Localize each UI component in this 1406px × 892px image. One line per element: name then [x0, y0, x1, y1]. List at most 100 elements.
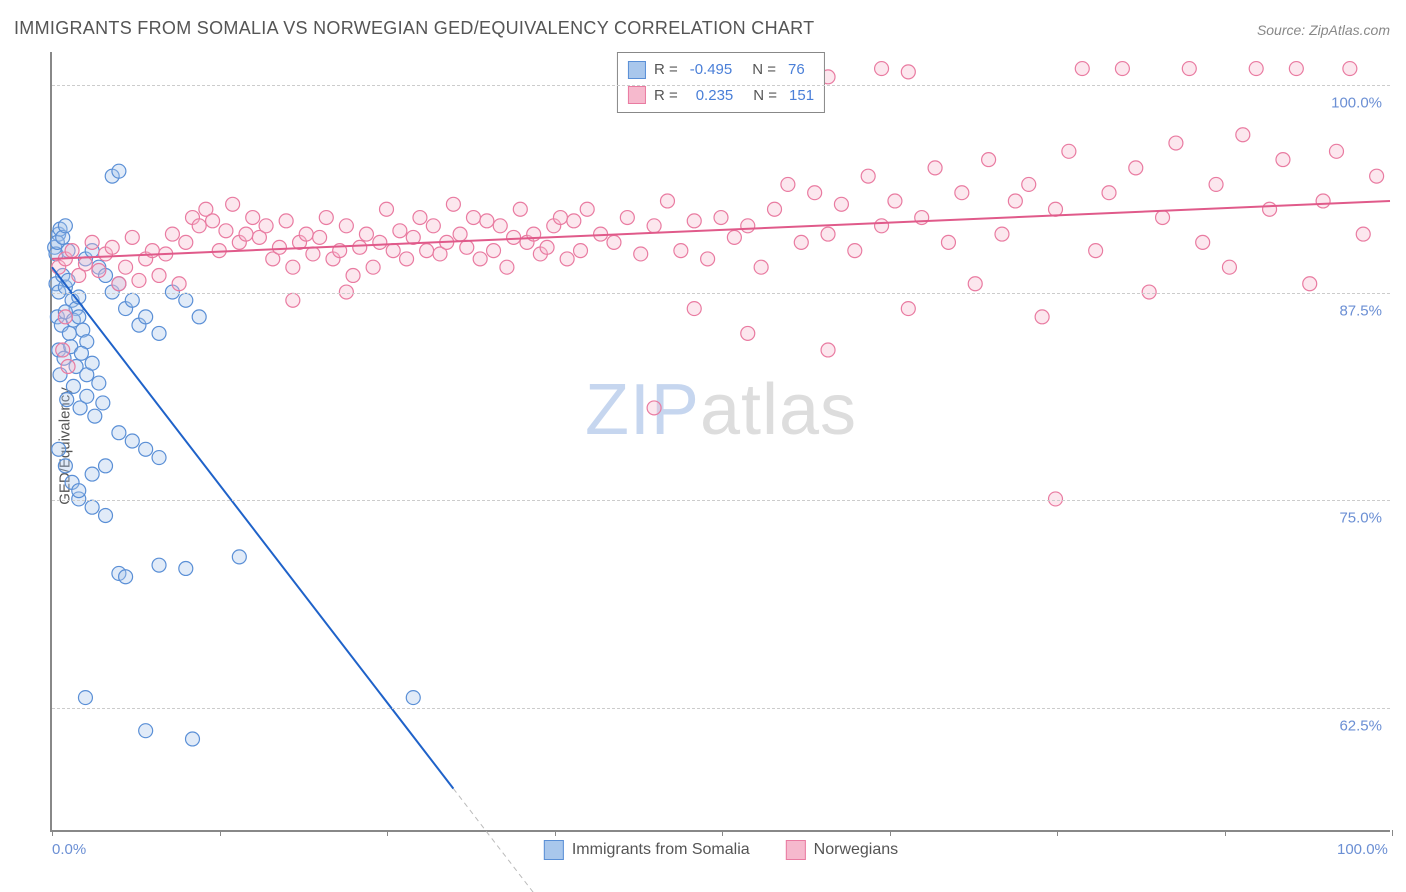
scatter-point-norwegians: [1236, 128, 1250, 142]
xtick-mark: [1057, 830, 1058, 836]
scatter-point-norwegians: [941, 235, 955, 249]
scatter-point-norwegians: [493, 219, 507, 233]
gridline: [52, 293, 1390, 294]
scatter-point-norwegians: [560, 252, 574, 266]
scatter-point-norwegians: [105, 240, 119, 254]
scatter-point-norwegians: [119, 260, 133, 274]
scatter-point-norwegians: [875, 219, 889, 233]
swatch-norwegians: [628, 86, 646, 104]
scatter-point-norwegians: [1062, 144, 1076, 158]
ytick-label: 62.5%: [1339, 717, 1382, 734]
scatter-point-somalia: [85, 356, 99, 370]
scatter-point-norwegians: [219, 224, 233, 238]
scatter-point-somalia: [52, 442, 66, 456]
stats-n-label: N =: [752, 57, 776, 83]
scatter-point-norwegians: [453, 227, 467, 241]
scatter-point-norwegians: [901, 302, 915, 316]
ytick-label: 87.5%: [1339, 302, 1382, 319]
scatter-point-norwegians: [982, 153, 996, 167]
scatter-point-somalia: [99, 509, 113, 523]
scatter-point-norwegians: [674, 244, 688, 258]
scatter-point-somalia: [74, 346, 88, 360]
scatter-point-norwegians: [781, 177, 795, 191]
scatter-point-norwegians: [61, 360, 75, 374]
scatter-point-norwegians: [754, 260, 768, 274]
scatter-point-somalia: [96, 396, 110, 410]
scatter-point-norwegians: [1249, 62, 1263, 76]
scatter-point-norwegians: [1276, 153, 1290, 167]
xtick-mark: [1392, 830, 1393, 836]
scatter-point-norwegians: [1089, 244, 1103, 258]
scatter-point-norwegians: [246, 211, 260, 225]
scatter-point-somalia: [179, 293, 193, 307]
scatter-point-norwegians: [834, 197, 848, 211]
scatter-point-norwegians: [420, 244, 434, 258]
scatter-point-norwegians: [714, 211, 728, 225]
xtick-mark: [387, 830, 388, 836]
scatter-point-norwegians: [487, 244, 501, 258]
scatter-point-norwegians: [928, 161, 942, 175]
scatter-point-somalia: [58, 459, 72, 473]
scatter-point-norwegians: [875, 62, 889, 76]
scatter-point-norwegians: [259, 219, 273, 233]
scatter-point-somalia: [85, 467, 99, 481]
scatter-point-somalia: [179, 561, 193, 575]
scatter-point-norwegians: [112, 277, 126, 291]
scatter-point-somalia: [186, 732, 200, 746]
legend-item-somalia: Immigrants from Somalia: [544, 840, 750, 860]
scatter-point-norwegians: [1156, 211, 1170, 225]
scatter-point-somalia: [406, 691, 420, 705]
ytick-label: 75.0%: [1339, 510, 1382, 527]
scatter-point-somalia: [139, 724, 153, 738]
scatter-point-norwegians: [386, 244, 400, 258]
scatter-point-norwegians: [380, 202, 394, 216]
scatter-point-norwegians: [808, 186, 822, 200]
scatter-point-norwegians: [727, 230, 741, 244]
scatter-point-norwegians: [339, 219, 353, 233]
xtick-mark: [1225, 830, 1226, 836]
stats-row-somalia: R = -0.495 N = 76: [628, 57, 814, 83]
scatter-point-norwegians: [65, 244, 79, 258]
scatter-point-norwegians: [861, 169, 875, 183]
scatter-point-norwegians: [567, 214, 581, 228]
scatter-point-norwegians: [58, 310, 72, 324]
scatter-point-norwegians: [413, 211, 427, 225]
scatter-point-norwegians: [346, 268, 360, 282]
scatter-point-norwegians: [466, 211, 480, 225]
scatter-point-somalia: [85, 500, 99, 514]
scatter-point-norwegians: [446, 197, 460, 211]
scatter-point-somalia: [112, 164, 126, 178]
scatter-point-norwegians: [286, 293, 300, 307]
scatter-point-somalia: [139, 310, 153, 324]
scatter-point-norwegians: [794, 235, 808, 249]
scatter-point-norwegians: [1196, 235, 1210, 249]
scatter-point-norwegians: [634, 247, 648, 261]
scatter-point-norwegians: [1356, 227, 1370, 241]
scatter-point-somalia: [66, 379, 80, 393]
scatter-point-norwegians: [56, 343, 70, 357]
scatter-point-norwegians: [286, 260, 300, 274]
scatter-point-norwegians: [1209, 177, 1223, 191]
xtick-label: 100.0%: [1337, 841, 1388, 858]
xtick-label: 0.0%: [52, 841, 86, 858]
scatter-point-norwegians: [1343, 62, 1357, 76]
scatter-point-norwegians: [393, 224, 407, 238]
stats-r-norwegians: 0.235: [696, 83, 734, 109]
plot-area: ZIPatlas R = -0.495 N = 76 R = 0.235 N =…: [50, 52, 1390, 832]
scatter-point-norwegians: [1182, 62, 1196, 76]
scatter-point-norwegians: [299, 227, 313, 241]
stats-n-norwegians: 151: [789, 83, 814, 109]
scatter-point-somalia: [72, 484, 86, 498]
scatter-point-norwegians: [125, 230, 139, 244]
scatter-point-norwegians: [480, 214, 494, 228]
scatter-point-somalia: [125, 293, 139, 307]
scatter-point-norwegians: [1329, 144, 1343, 158]
swatch-somalia: [544, 840, 564, 860]
scatter-point-somalia: [112, 426, 126, 440]
xtick-mark: [52, 830, 53, 836]
trend-line-somalia: [52, 267, 453, 788]
scatter-point-norwegians: [620, 211, 634, 225]
scatter-point-norwegians: [473, 252, 487, 266]
scatter-point-norwegians: [1115, 62, 1129, 76]
xtick-mark: [890, 830, 891, 836]
